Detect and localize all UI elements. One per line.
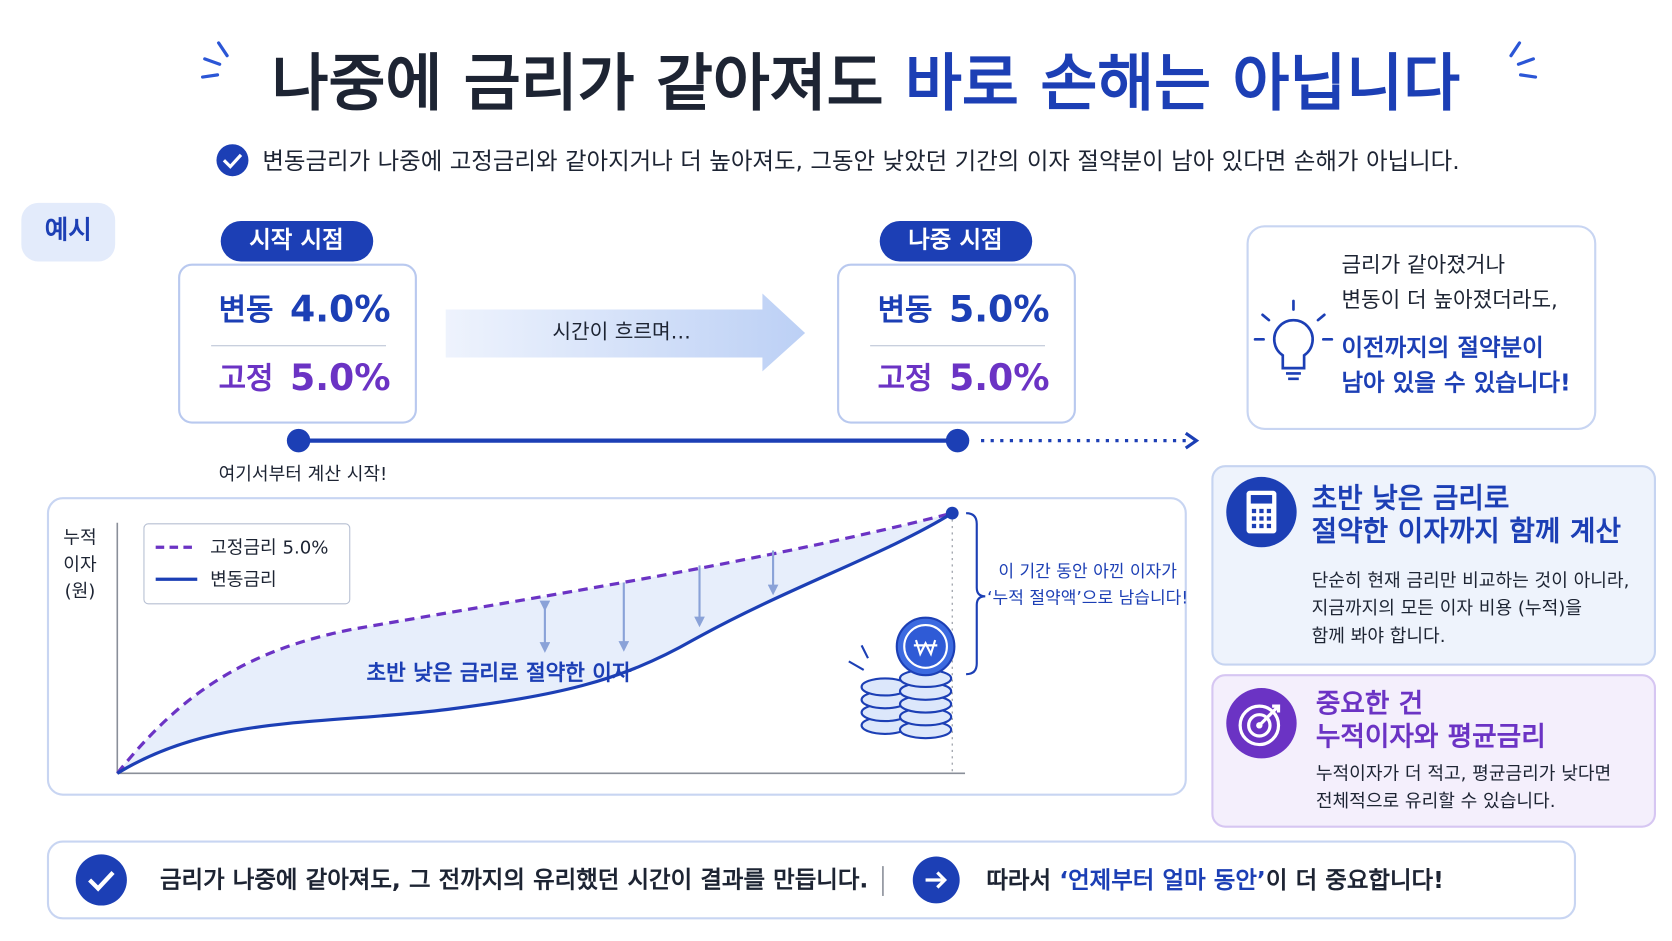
y-label: (원) xyxy=(65,581,96,602)
concept-chart-shape xyxy=(945,506,959,520)
card-1-shape xyxy=(1251,508,1272,529)
card-body: 지금까지의 모든 이자 비용 (누적)을 xyxy=(1312,598,1582,619)
timeline-note: 여기서부터 계산 시작! xyxy=(219,464,388,485)
card-title: 중요한 건 xyxy=(1316,689,1423,720)
example-tag: 예시 xyxy=(21,202,116,262)
card-2-shape xyxy=(1247,713,1272,738)
brace-note: ‘누적 절약액’으로 남습니다! xyxy=(987,588,1188,608)
card-body: 단순히 현재 금리만 비교하는 것이 아니라, xyxy=(1312,570,1630,591)
concept-chart-shape xyxy=(966,512,986,676)
legend-label: 고정금리 5.0% xyxy=(210,537,328,558)
arrow-text: 시간이 흐르며… xyxy=(552,319,690,343)
pill-label: 시작 시점 xyxy=(249,226,343,254)
card-body: 누적이자가 더 적고, 평균금리가 낮다면 xyxy=(1316,763,1611,784)
card-1-shape xyxy=(1250,495,1273,504)
callout-highlight: 남아 있을 수 있습니다! xyxy=(1341,369,1570,397)
concept-chart-shape xyxy=(117,513,953,774)
header-shape xyxy=(222,153,243,169)
header: 나중에 금리가 같아져도 바로 손해는 아닙니다 변동금리가 나중에 고정금리와… xyxy=(201,41,1538,177)
timeline-shape xyxy=(286,428,311,453)
variable-label: 변동 xyxy=(878,293,933,328)
card-title: 절약한 이자까지 함께 계산 xyxy=(1312,514,1622,547)
y-label: 이자 xyxy=(63,554,97,575)
callout-shape xyxy=(1253,299,1334,341)
time-arrow-shape xyxy=(445,293,806,372)
title-dark: 나중에 금리가 같아져도 xyxy=(272,48,884,120)
variable-rate: 4.0% xyxy=(290,288,391,331)
footer-shape xyxy=(46,840,1577,920)
area-label: 초반 낮은 금리로 절약한 이자 xyxy=(367,661,632,686)
brace-note: 이 기간 동안 아낀 이자가 xyxy=(998,562,1177,582)
card-1: 초반 낮은 금리로 절약한 이자까지 함께 계산 단순히 현재 금리만 비교하는… xyxy=(1211,465,1657,666)
card-2-shape xyxy=(1238,704,1281,747)
concept-chart-shape xyxy=(913,639,938,657)
footer: 금리가 나중에 같아져도, 그 전까지의 유리했던 시간이 결과를 만듭니다. … xyxy=(46,840,1577,920)
concept-chart-shape xyxy=(116,511,953,775)
fixed-rate: 5.0% xyxy=(290,356,391,399)
footer-rest: 이 더 중요합니다! xyxy=(1266,866,1444,894)
footer-right: 따라서 ‘언제부터 얼마 동안’이 더 중요합니다! xyxy=(986,866,1443,894)
footer-prefix: 따라서 xyxy=(986,866,1051,894)
title: 나중에 금리가 같아져도 바로 손해는 아닙니다 xyxy=(272,48,1461,120)
callout-highlight: 이전까지의 절약분이 xyxy=(1341,333,1543,361)
footer-highlight: ‘언제부터 얼마 동안’ xyxy=(1059,866,1266,894)
y-label: 누적 xyxy=(63,528,96,549)
title-blue: 바로 손해는 아닙니다 xyxy=(905,48,1460,120)
concept-chart-shape xyxy=(116,511,954,775)
header-shape xyxy=(201,41,1538,79)
timeline-shape xyxy=(945,428,970,453)
header-shape xyxy=(216,144,249,177)
fixed-label: 고정 xyxy=(878,361,933,396)
variable-label: 변동 xyxy=(219,293,274,328)
concept-chart-shape xyxy=(143,523,351,605)
footer-shape xyxy=(88,871,115,892)
start-box: 시작 시점 변동 4.0% 고정 5.0% xyxy=(178,220,417,424)
start-box-shape xyxy=(178,263,417,424)
concept-chart-shape xyxy=(539,550,779,653)
concept-chart: 누적 이자 (원) 고정금리 5.0% 변동금리 초반 낮은 금리로 절약한 이… xyxy=(46,497,1188,796)
end-box-shape xyxy=(879,220,1033,262)
timeline-shape xyxy=(1184,431,1200,450)
concept-chart-shape xyxy=(848,644,869,671)
pill-label: 나중 시점 xyxy=(908,226,1002,254)
footer-shape xyxy=(925,871,948,889)
variable-rate: 5.0% xyxy=(949,288,1050,331)
start-box-shape xyxy=(220,220,374,262)
callout-line: 변동이 더 높아졌더라도, xyxy=(1341,288,1557,313)
fixed-label: 고정 xyxy=(219,361,274,396)
timeline: 여기서부터 계산 시작! xyxy=(219,428,1200,485)
concept-chart-shape xyxy=(860,616,956,740)
example-tag-shape xyxy=(21,202,116,262)
end-box: 나중 시점 변동 5.0% 고정 5.0% xyxy=(837,220,1076,424)
card-2-shape xyxy=(1211,674,1657,828)
card-body: 함께 봐야 합니다. xyxy=(1312,626,1446,647)
footer-left: 금리가 나중에 같아져도, 그 전까지의 유리했던 시간이 결과를 만듭니다. xyxy=(160,866,868,894)
fixed-rate: 5.0% xyxy=(949,356,1050,399)
legend-label: 변동금리 xyxy=(210,569,277,590)
time-arrow: 시간이 흐르며… xyxy=(445,293,806,372)
callout-line: 금리가 같아졌거나 xyxy=(1341,253,1505,278)
card-title: 초반 낮은 금리로 xyxy=(1312,481,1510,514)
callout-shape xyxy=(1246,225,1597,430)
card-2: 중요한 건 누적이자와 평균금리 누적이자가 더 적고, 평균금리가 낮다면 전… xyxy=(1211,674,1657,828)
subtitle: 변동금리가 나중에 고정금리와 같아지거나 더 높아져도, 그동안 낮았던 기간… xyxy=(262,147,1459,175)
card-2-shape xyxy=(1258,704,1281,727)
end-box-shape xyxy=(837,263,1076,424)
callout-shape xyxy=(1272,318,1314,381)
callout: 금리가 같아졌거나 변동이 더 높아졌더라도, 이전까지의 절약분이 남아 있을… xyxy=(1246,225,1597,430)
footer-shape xyxy=(75,854,127,906)
tag-text: 예시 xyxy=(45,216,92,246)
card-body: 전체적으로 유리할 수 있습니다. xyxy=(1316,791,1556,812)
card-1-shape xyxy=(1211,465,1657,666)
card-title: 누적이자와 평균금리 xyxy=(1316,722,1546,753)
